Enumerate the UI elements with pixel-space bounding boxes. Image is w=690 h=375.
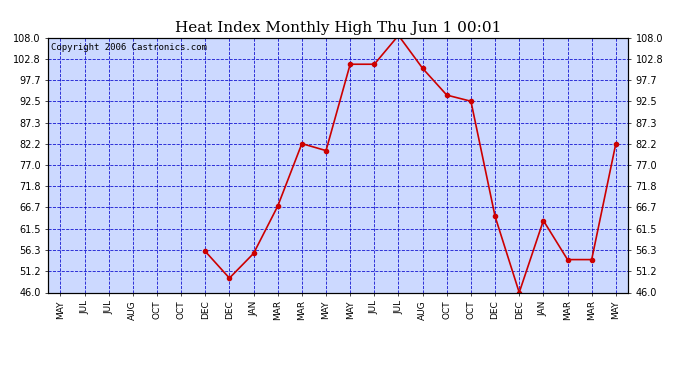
Title: Heat Index Monthly High Thu Jun 1 00:01: Heat Index Monthly High Thu Jun 1 00:01 [175, 21, 502, 35]
Text: Copyright 2006 Castronics.com: Copyright 2006 Castronics.com [51, 43, 207, 52]
